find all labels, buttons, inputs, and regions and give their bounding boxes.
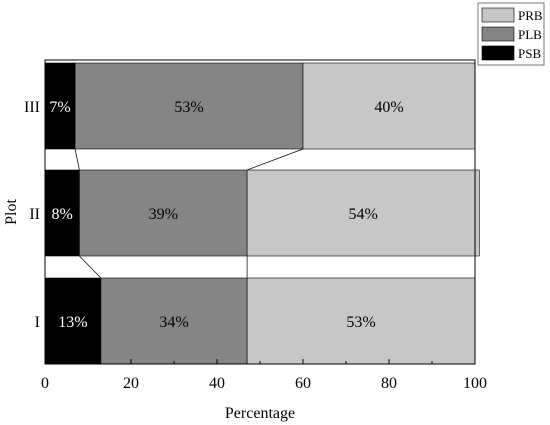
bar-label-psb-plot-iii: 7% (49, 99, 70, 116)
bar-label-prb-plot-i: 53% (346, 314, 375, 331)
bar-label-prb-plot-iii: 40% (374, 99, 403, 116)
bar-label-psb-plot-i: 13% (58, 314, 87, 331)
legend: PRB PLB PSB (477, 2, 545, 66)
bar-label-plb-plot-i: 34% (159, 314, 188, 331)
y-axis-label: Plot (3, 199, 20, 225)
legend-swatch-prb (481, 7, 515, 23)
y-tick-label: III (24, 99, 40, 116)
legend-swatch-plb (481, 26, 515, 42)
bar-label-prb-plot-ii: 54% (349, 206, 378, 223)
y-tick-label: I (35, 314, 40, 331)
x-tick-label: 60 (295, 375, 311, 392)
connector-lines (74, 148, 304, 279)
bar-label-plb-plot-iii: 53% (174, 99, 203, 116)
bar-labels-group: 13% 34% 53% 8% 39% 54% 7% 53% 40% (49, 99, 403, 331)
x-tick-label: 100 (463, 375, 487, 392)
legend-label-prb: PRB (518, 8, 543, 23)
x-tick-label: 80 (381, 375, 397, 392)
bar-prb-plot-ii (246, 169, 480, 257)
x-tick-label: 20 (123, 375, 139, 392)
x-tick-label: 0 (41, 375, 49, 392)
y-tick-label: II (29, 206, 40, 223)
bars-group (44, 62, 480, 365)
x-tick-label: 40 (209, 375, 225, 392)
connector-line (79, 255, 102, 279)
bar-prb-plot-i (246, 277, 476, 365)
bar-label-plb-plot-ii: 39% (149, 206, 178, 223)
legend-label-psb: PSB (518, 46, 541, 61)
bar-label-psb-plot-ii: 8% (52, 206, 73, 223)
bar-prb-plot-iii (302, 62, 476, 150)
connector-line (74, 148, 80, 171)
x-axis-label: Percentage (225, 405, 295, 422)
connector-line (246, 148, 304, 171)
bar-plb-plot-ii (79, 169, 248, 257)
legend-swatch-psb (481, 45, 515, 61)
legend-label-plb: PLB (518, 27, 542, 42)
x-axis-ticks: 0 20 40 60 80 100 (41, 359, 487, 392)
bar-psb-plot-i (44, 277, 102, 365)
